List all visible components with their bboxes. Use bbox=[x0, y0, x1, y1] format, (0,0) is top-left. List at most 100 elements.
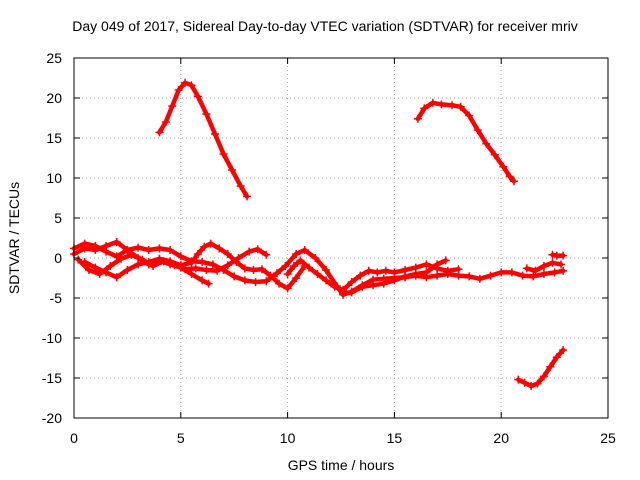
data-point bbox=[230, 272, 239, 281]
ticks-layer: 0 5 10 15 20 25 -20 -15 -10 -5 0 5 10 15 20 25 bbox=[42, 50, 616, 446]
x-tick-label: 15 bbox=[387, 430, 403, 446]
data-point bbox=[174, 86, 183, 94]
data-point bbox=[198, 258, 207, 266]
data-point bbox=[193, 250, 202, 258]
data-point bbox=[168, 102, 177, 110]
data-point bbox=[499, 162, 508, 171]
data-point bbox=[245, 247, 254, 256]
data-point bbox=[187, 270, 196, 278]
data-point bbox=[422, 268, 431, 277]
data-point bbox=[390, 268, 399, 277]
y-tick-label: 0 bbox=[54, 250, 62, 266]
data-point bbox=[292, 274, 301, 282]
y-tick-label: -10 bbox=[42, 330, 62, 346]
data-point bbox=[292, 250, 301, 258]
y-tick-label: 10 bbox=[46, 170, 62, 186]
data-point bbox=[514, 375, 523, 384]
data-point bbox=[155, 254, 164, 263]
data-point bbox=[443, 266, 452, 275]
data-point bbox=[531, 266, 540, 275]
data-point bbox=[510, 177, 519, 186]
data-point bbox=[251, 278, 260, 286]
grid-layer bbox=[74, 58, 608, 418]
data-point bbox=[155, 128, 164, 137]
data-point bbox=[413, 114, 422, 123]
data-point bbox=[91, 242, 100, 250]
data-point bbox=[304, 263, 313, 272]
data-point bbox=[520, 378, 529, 387]
x-axis-label: GPS time / hours bbox=[288, 457, 395, 473]
y-axis-label: SDTVAR / TECUs bbox=[6, 182, 22, 294]
data-point bbox=[465, 111, 474, 120]
chart-title: Day 049 of 2017, Sidereal Day-to-day VTE… bbox=[72, 18, 577, 34]
data-point bbox=[223, 250, 232, 258]
data-point bbox=[257, 265, 266, 274]
data-point bbox=[112, 273, 121, 282]
data-point bbox=[358, 282, 367, 291]
data-point bbox=[490, 150, 499, 159]
data-point bbox=[102, 268, 111, 277]
data-point bbox=[275, 279, 284, 288]
data-point bbox=[116, 254, 125, 263]
data-point bbox=[144, 258, 153, 266]
data-point bbox=[74, 255, 83, 264]
data-point bbox=[475, 274, 484, 283]
data-point bbox=[176, 252, 185, 261]
series-arc-high-1 bbox=[157, 80, 250, 199]
data-point bbox=[202, 266, 211, 274]
data-point bbox=[232, 258, 241, 266]
data-point bbox=[149, 262, 158, 270]
data-point bbox=[401, 272, 410, 281]
y-tick-label: 15 bbox=[46, 130, 62, 146]
data-point bbox=[243, 192, 252, 201]
x-tick-label: 10 bbox=[280, 430, 296, 446]
data-point bbox=[322, 266, 331, 274]
data-point bbox=[193, 92, 202, 101]
data-point bbox=[311, 254, 320, 262]
data-point bbox=[552, 353, 561, 362]
x-tick-label: 25 bbox=[600, 430, 616, 446]
data-point bbox=[507, 268, 516, 277]
data-point bbox=[134, 243, 143, 252]
y-tick-label: -5 bbox=[50, 290, 63, 306]
data-point bbox=[161, 118, 170, 126]
data-point bbox=[364, 266, 373, 275]
data-point bbox=[390, 276, 399, 285]
data-point bbox=[433, 260, 442, 269]
data-point bbox=[550, 268, 559, 277]
data-point bbox=[123, 246, 132, 254]
y-tick-label: 25 bbox=[46, 50, 62, 66]
data-point bbox=[202, 110, 211, 118]
data-point bbox=[283, 284, 292, 293]
data-point bbox=[539, 270, 548, 278]
x-tick-label: 20 bbox=[493, 430, 509, 446]
data-point bbox=[559, 266, 568, 275]
y-tick-label: 5 bbox=[54, 210, 62, 226]
data-point bbox=[228, 166, 237, 174]
data-point bbox=[208, 260, 217, 269]
data-point bbox=[422, 260, 431, 269]
data-point bbox=[240, 276, 249, 285]
series-band-b bbox=[71, 241, 566, 298]
data-point bbox=[356, 271, 365, 280]
x-tick-label: 5 bbox=[177, 430, 185, 446]
y-tick-label: -20 bbox=[42, 410, 62, 426]
data-point bbox=[347, 278, 356, 286]
data-point bbox=[155, 244, 164, 253]
data-point bbox=[381, 266, 390, 275]
data-point bbox=[433, 271, 442, 280]
data-point bbox=[102, 247, 111, 256]
data-point bbox=[456, 102, 465, 111]
data-point bbox=[448, 101, 457, 110]
data-point bbox=[428, 98, 437, 107]
data-point bbox=[176, 261, 185, 270]
data-point bbox=[420, 104, 429, 113]
data-point bbox=[187, 258, 196, 267]
data-point bbox=[527, 382, 536, 390]
data-point bbox=[454, 265, 463, 274]
data-point bbox=[134, 260, 143, 269]
data-point bbox=[546, 362, 555, 371]
data-point bbox=[369, 281, 378, 290]
data-point bbox=[123, 266, 132, 274]
data-point bbox=[411, 270, 420, 278]
